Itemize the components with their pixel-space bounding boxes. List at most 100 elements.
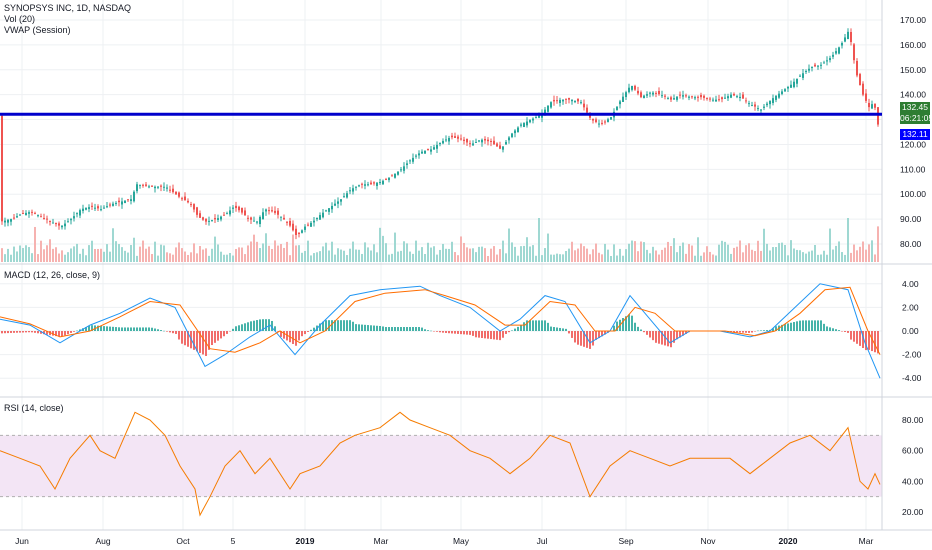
macd-histogram-bar xyxy=(226,331,228,334)
candle-body xyxy=(205,218,207,222)
candle-body xyxy=(388,177,390,181)
candle-body xyxy=(304,226,306,230)
macd-histogram-bar xyxy=(550,326,552,331)
candle-body xyxy=(223,214,225,216)
candle-body xyxy=(262,212,264,220)
candle-body xyxy=(505,141,507,145)
volume-bar xyxy=(859,246,861,262)
candle-body xyxy=(424,150,426,154)
volume-bar xyxy=(70,248,72,262)
volume-bar xyxy=(274,240,276,262)
macd-histogram-bar xyxy=(202,331,204,355)
volume-bar xyxy=(49,239,51,262)
macd-histogram-bar xyxy=(355,324,357,331)
macd-histogram-bar xyxy=(85,327,87,331)
time-axis-label: Nov xyxy=(700,536,716,546)
volume-bar xyxy=(610,255,612,262)
macd-histogram-bar xyxy=(292,331,294,344)
macd-histogram-bar xyxy=(283,331,285,339)
volume-bar xyxy=(460,236,462,262)
macd-histogram-bar xyxy=(304,331,306,335)
volume-bar xyxy=(313,253,315,262)
macd-histogram-bar xyxy=(298,331,300,341)
time-axis-label: Aug xyxy=(95,536,110,546)
volume-bar xyxy=(550,254,552,262)
candle-body xyxy=(127,199,129,201)
price-tick-label: 110.00 xyxy=(900,164,926,174)
volume-bar xyxy=(568,248,570,262)
candle-body xyxy=(778,93,780,98)
candle-body xyxy=(19,214,21,216)
macd-histogram-bar xyxy=(172,331,174,334)
candle-body xyxy=(616,106,618,111)
macd-histogram-bar xyxy=(256,320,258,331)
volume-bar xyxy=(166,252,168,262)
candle-body xyxy=(847,31,849,39)
candle-body xyxy=(769,100,771,105)
macd-histogram-bar xyxy=(52,331,54,336)
candle-body xyxy=(400,169,402,171)
macd-histogram-bar xyxy=(58,331,60,337)
candle-body xyxy=(436,144,438,149)
macd-histogram-bar xyxy=(139,327,141,331)
macd-histogram-bar xyxy=(346,320,348,331)
macd-histogram-bar xyxy=(469,331,471,335)
macd-histogram-bar xyxy=(427,330,429,331)
macd-histogram-bar xyxy=(592,331,594,346)
volume-bar xyxy=(226,254,228,262)
macd-histogram-bar xyxy=(370,325,372,331)
candle-body xyxy=(64,223,66,227)
volume-bar xyxy=(40,240,42,262)
candle-body xyxy=(130,199,132,201)
price-tick-label: 100.00 xyxy=(900,189,926,199)
volume-bar xyxy=(538,218,540,262)
candle-body xyxy=(67,221,69,223)
volume-bar xyxy=(346,255,348,262)
volume-bar xyxy=(586,248,588,262)
volume-bar xyxy=(391,253,393,262)
candle-body xyxy=(34,212,36,214)
macd-histogram-bar xyxy=(43,331,45,335)
candle-body xyxy=(319,215,321,220)
volume-bar xyxy=(322,246,324,262)
macd-histogram-bar xyxy=(841,331,843,332)
candle-body xyxy=(310,222,312,227)
macd-histogram-bar xyxy=(535,320,537,331)
macd-histogram-bar xyxy=(79,329,81,331)
macd-histogram-bar xyxy=(652,331,654,341)
volume-bar xyxy=(265,233,267,262)
candle-body xyxy=(874,103,876,108)
macd-histogram-bar xyxy=(133,327,135,331)
candle-body xyxy=(412,157,414,162)
candle-body xyxy=(271,210,273,212)
volume-bar xyxy=(115,241,117,262)
macd-histogram-bar xyxy=(295,331,297,346)
candle-body xyxy=(382,180,384,185)
candle-body xyxy=(217,218,219,220)
macd-histogram-bar xyxy=(490,331,492,340)
volume-bar xyxy=(148,246,150,262)
volume-bar xyxy=(253,234,255,262)
macd-histogram-bar xyxy=(532,320,534,331)
candle-body xyxy=(259,216,261,225)
candle-body xyxy=(241,207,243,213)
volume-bar xyxy=(37,254,39,262)
macd-histogram-bar xyxy=(373,325,375,331)
candle-body xyxy=(508,137,510,141)
candle-body xyxy=(580,102,582,104)
macd-histogram-bar xyxy=(583,331,585,347)
volume-bar xyxy=(58,253,60,262)
volume-bar xyxy=(475,252,477,262)
candle-body xyxy=(718,99,720,101)
candle-body xyxy=(790,84,792,88)
candle-body xyxy=(109,204,111,206)
volume-bar xyxy=(337,248,339,262)
candle-body xyxy=(697,96,699,98)
volume-bar xyxy=(427,242,429,262)
macd-histogram-bar xyxy=(22,331,24,333)
volume-bar xyxy=(448,248,450,262)
volume-bar xyxy=(211,248,213,262)
volume-bar xyxy=(388,254,390,262)
macd-histogram-bar xyxy=(664,331,666,346)
